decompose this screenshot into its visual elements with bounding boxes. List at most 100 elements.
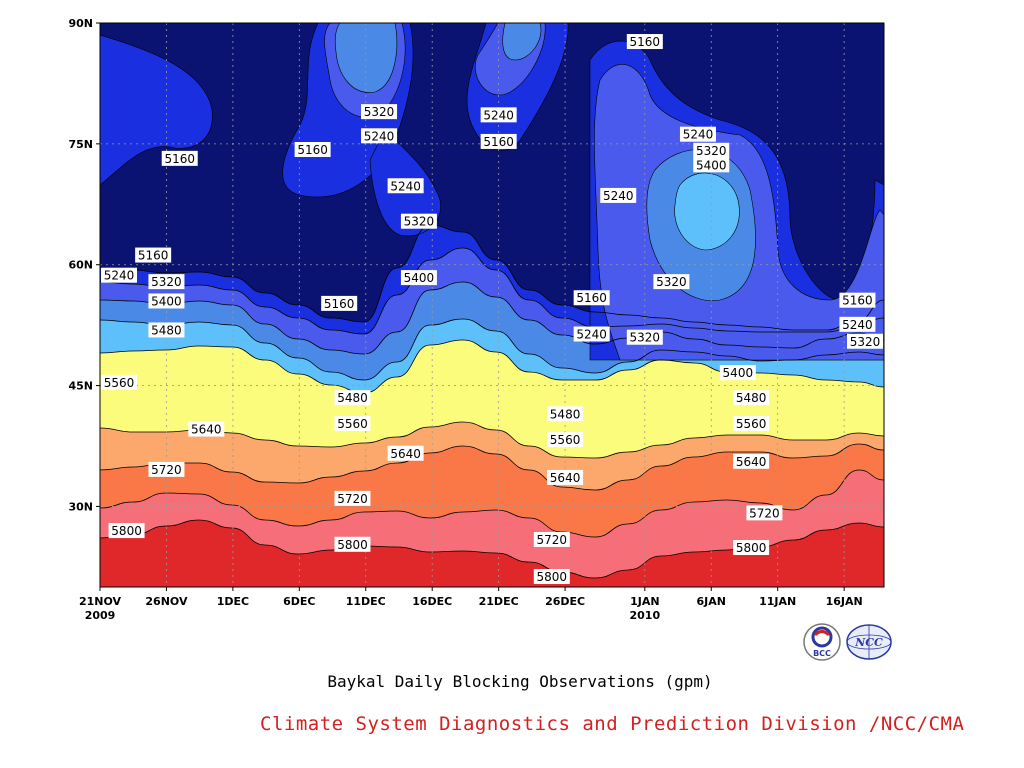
x-tick-year-label: 2009 [85, 609, 116, 622]
contour-line [100, 318, 884, 381]
contour-label: 5800 [334, 536, 371, 552]
contour-label-text: 5800 [337, 538, 368, 552]
contour-label-box [400, 213, 437, 229]
contour-label-text: 5320 [151, 275, 182, 289]
contour-label-box [600, 187, 637, 203]
contour-label-text: 5160 [297, 143, 328, 157]
contour-label: 5400 [148, 293, 185, 309]
contour-label-text: 5160 [483, 135, 514, 149]
contour-label: 5160 [294, 141, 331, 157]
contour-label: 5240 [480, 107, 517, 123]
band-lower-4 [100, 520, 884, 587]
contour-label-text: 5240 [483, 108, 514, 122]
contour-label: 5320 [693, 142, 730, 158]
contour-label: 5640 [188, 421, 225, 437]
contour-label: 5400 [719, 365, 756, 381]
contour-label: 5160 [161, 150, 198, 166]
contour-line [100, 443, 884, 491]
contour-label-text: 5320 [364, 105, 395, 119]
contour-label: 5400 [400, 270, 437, 286]
contour-label-text: 5560 [104, 376, 135, 390]
contour-label: 5160 [839, 292, 876, 308]
contour-label-text: 5720 [749, 506, 780, 520]
contour-label-text: 5320 [696, 144, 727, 158]
contour-line [100, 281, 884, 355]
contour-label-box [693, 142, 730, 158]
contour-label-box [573, 290, 610, 306]
contour-label: 5560 [547, 432, 584, 448]
contour-label-box [733, 453, 770, 469]
x-tick-label: 21DEC [479, 595, 519, 608]
y-tick-label: 75N [68, 138, 93, 151]
band-above-5800 [168, 578, 235, 587]
contour-label: 5240 [600, 187, 637, 203]
contour-feature [100, 34, 213, 186]
contour-label-text: 5240 [603, 189, 634, 203]
contour-label: 5560 [334, 415, 371, 431]
contour-label-box [334, 490, 371, 506]
contour-label-box [847, 333, 883, 349]
y-tick-label: 30N [68, 500, 93, 513]
contour-label-text: 5720 [337, 492, 368, 506]
plot-frame [99, 22, 885, 588]
bcc-logo-icon: BCC [803, 623, 841, 661]
contour-label-box [361, 104, 398, 120]
contour-label-text: 5560 [736, 417, 767, 431]
y-tick-label: 90N [68, 17, 93, 30]
contour-label: 5320 [148, 274, 185, 290]
contour-label-text: 5560 [550, 433, 581, 447]
contour-label-text: 5240 [390, 179, 421, 193]
contour-feature [502, 23, 542, 61]
contour-lines [100, 224, 884, 579]
contour-label-text: 5240 [683, 128, 714, 142]
contour-label-box [334, 415, 371, 431]
contour-label-box [148, 293, 185, 309]
contour-label-box [533, 569, 570, 585]
contour-label-text: 5160 [324, 297, 355, 311]
contour-label: 5400 [693, 157, 730, 173]
x-tick-label: 6DEC [283, 595, 315, 608]
contour-label-text: 5160 [138, 249, 169, 263]
contour-label-text: 5320 [404, 215, 435, 229]
contour-label-box [101, 374, 137, 390]
contour-label: 5320 [626, 329, 663, 345]
contour-label-box [719, 365, 756, 381]
contour-label: 5640 [733, 453, 770, 469]
contour-label-text: 5240 [104, 269, 135, 283]
contour-label: 5800 [108, 523, 145, 539]
contour-line [100, 469, 884, 538]
contour-label-box [101, 267, 137, 283]
y-tick-label: 45N [68, 380, 93, 393]
x-tick-label: 11JAN [759, 595, 796, 608]
contour-label: 5800 [533, 569, 570, 585]
contour-label-text: 5400 [723, 366, 754, 380]
contour-label-text: 5320 [850, 335, 881, 349]
contour-label: 5720 [746, 505, 783, 521]
contour-bands [100, 23, 884, 587]
contour-label-text: 5640 [191, 423, 222, 437]
bcc-logo-text: BCC [813, 649, 831, 658]
contour-label: 5320 [361, 104, 398, 120]
contour-label: 5800 [733, 540, 770, 556]
contour-line [100, 421, 884, 459]
contour-label-text: 5240 [842, 318, 873, 332]
contour-label: 5240 [679, 126, 716, 142]
contour-label-text: 5160 [164, 152, 195, 166]
contour-label-box [321, 295, 358, 311]
contour-label-box [148, 274, 185, 290]
contour-label: 5240 [839, 316, 876, 332]
ncc-logo-text: NCC [854, 636, 883, 649]
contour-label-box [400, 270, 437, 286]
credit-line: Climate System Diagnostics and Predictio… [260, 713, 965, 735]
contour-label-box [547, 432, 584, 448]
x-tick-label: 21NOV [79, 595, 122, 608]
contour-label-box [387, 445, 424, 461]
contour-label-box [294, 141, 331, 157]
contour-label-box [148, 461, 185, 477]
contour-label-box [135, 247, 172, 263]
contour-label-box [839, 316, 876, 332]
contour-label-box [547, 469, 584, 485]
contour-label-text: 5640 [736, 455, 767, 469]
